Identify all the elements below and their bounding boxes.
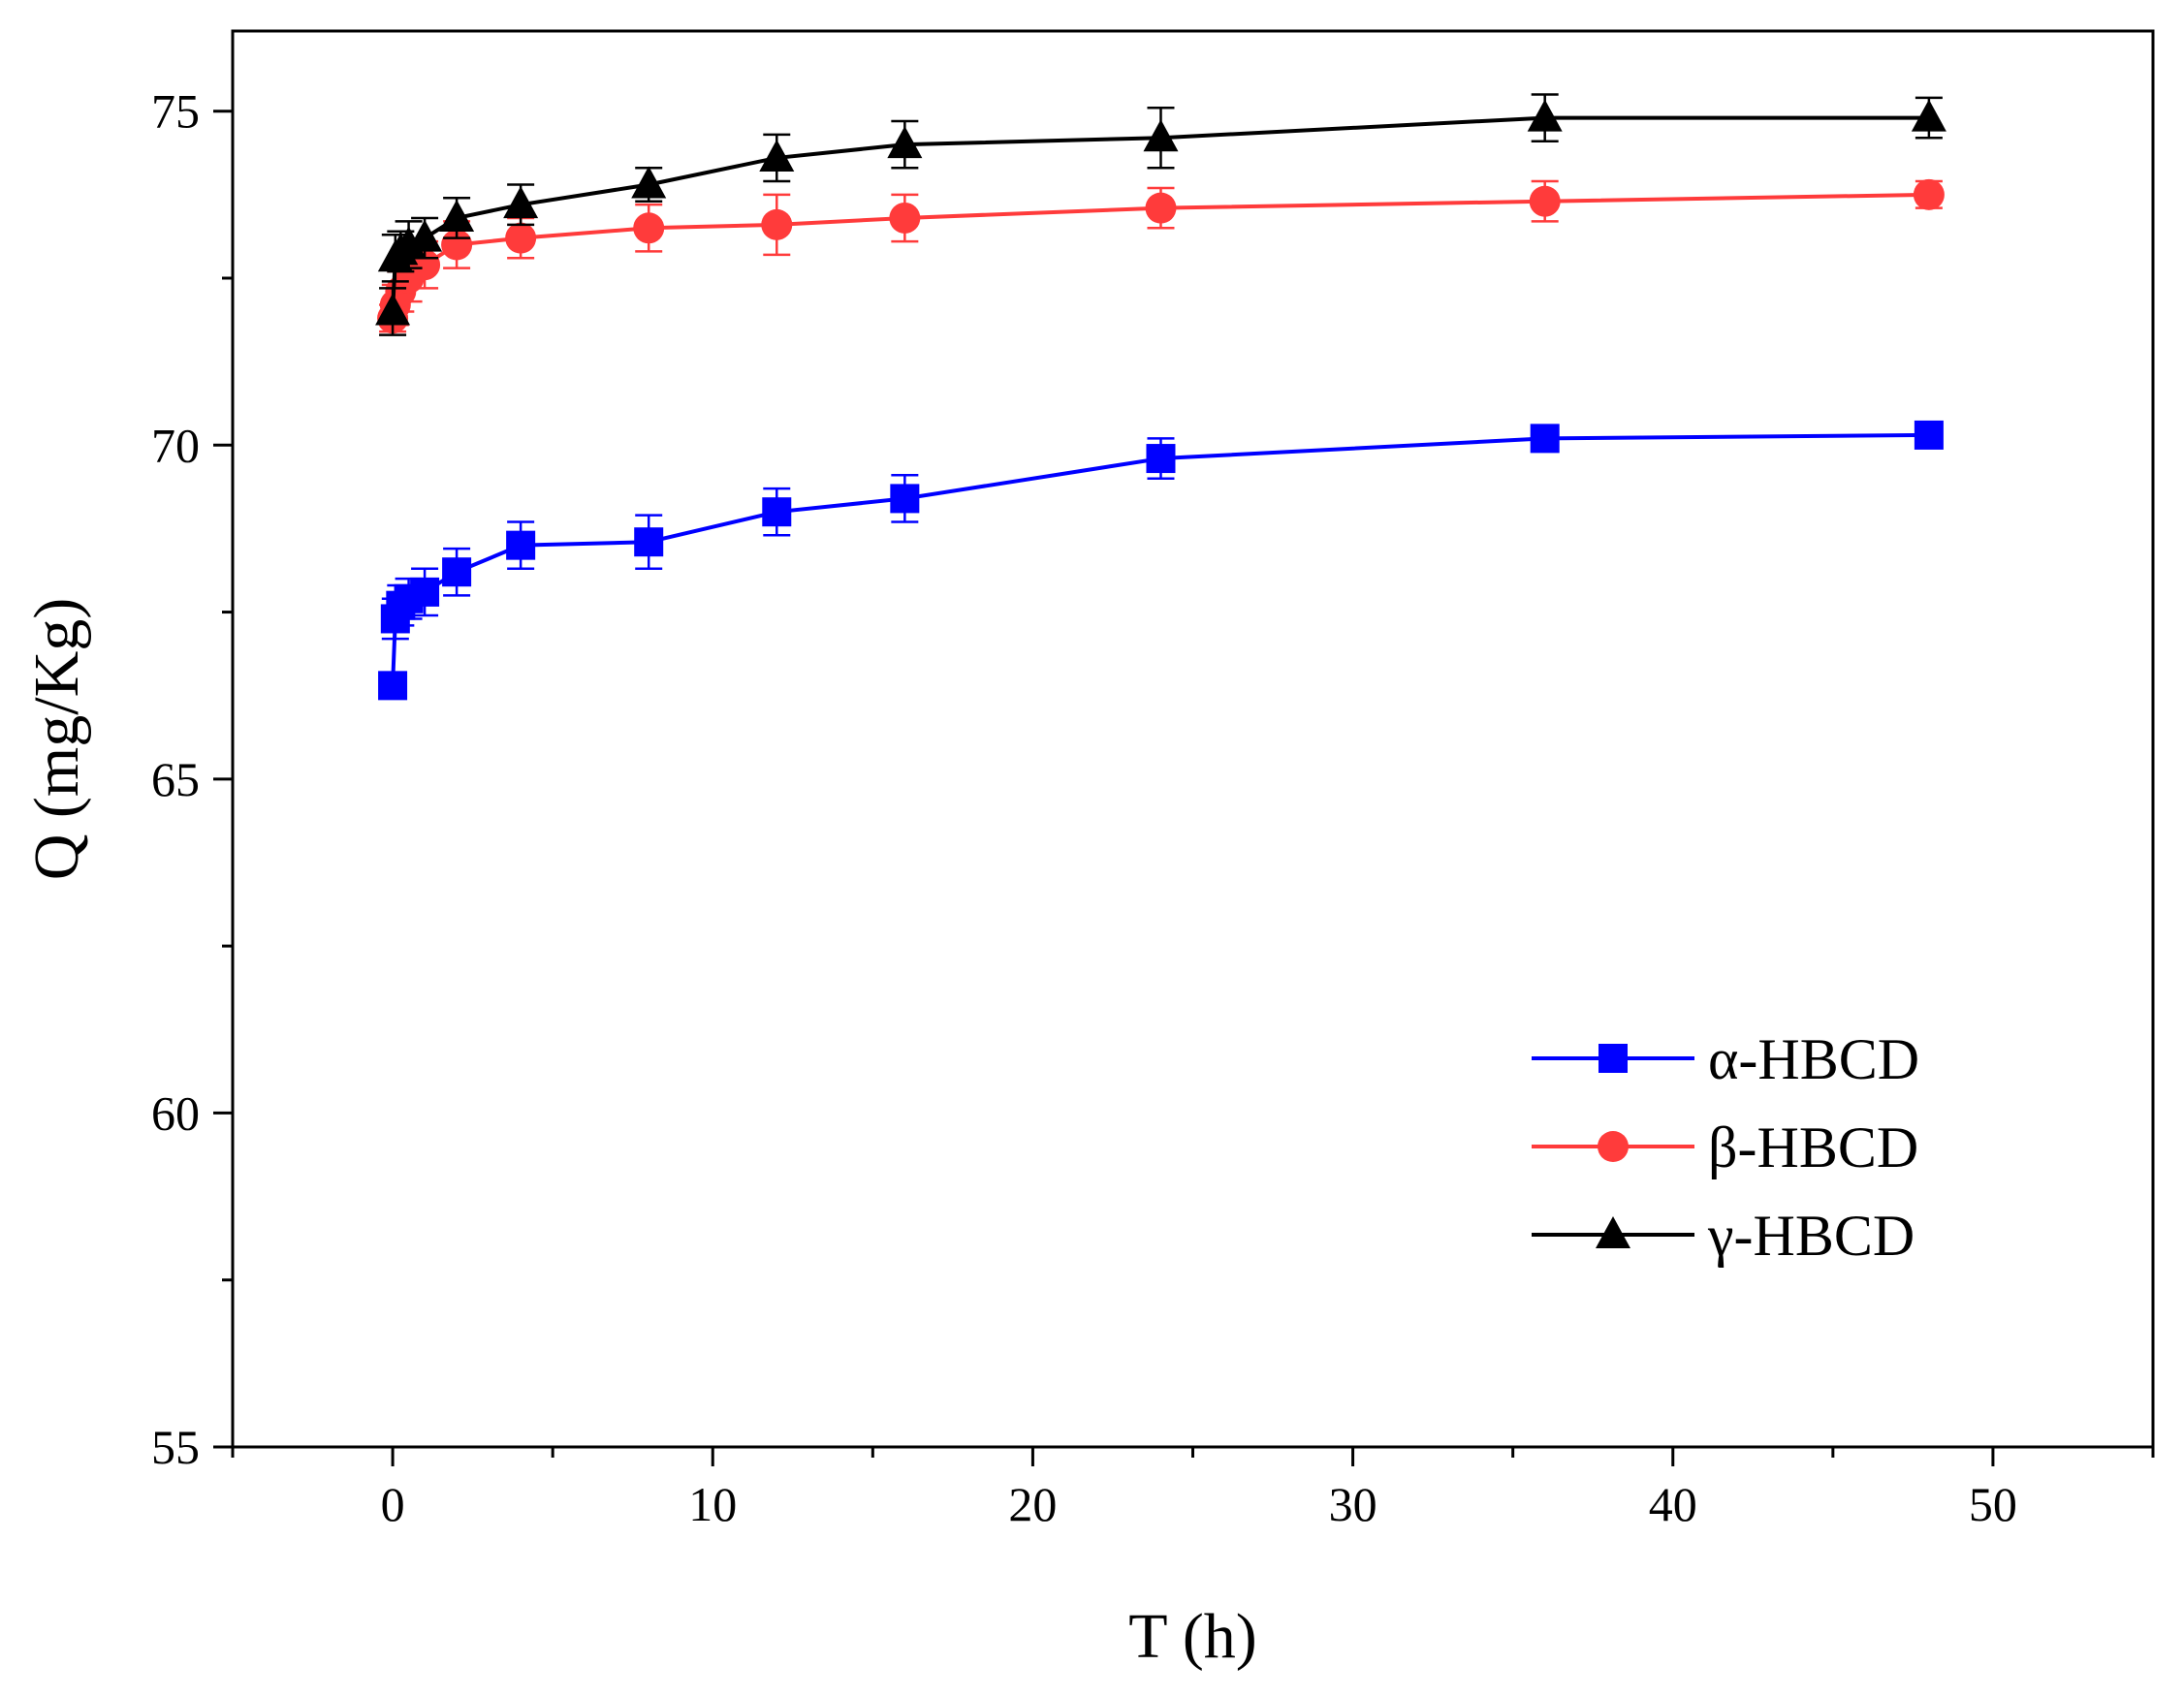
y-tick-label: 70: [151, 418, 200, 472]
data-point: [634, 527, 664, 557]
data-point: [506, 530, 536, 560]
x-tick-label: 20: [1008, 1477, 1057, 1531]
data-point: [503, 186, 539, 219]
y-tick-label: 65: [151, 752, 200, 806]
legend-label: α-HBCD: [1708, 1027, 1919, 1091]
data-point: [442, 557, 472, 587]
x-tick-label: 40: [1649, 1477, 1697, 1531]
legend-entry-2: γ-HBCD: [1532, 1204, 1915, 1268]
axes-layer: T (h) Q (mg/Kg): [21, 29, 2155, 1672]
series-1: [377, 178, 1945, 334]
legend-entry-1: β-HBCD: [1532, 1116, 1918, 1179]
data-point: [633, 212, 665, 244]
data-point: [1914, 420, 1944, 450]
data-point: [759, 139, 795, 172]
legend-entry-0: α-HBCD: [1532, 1027, 1919, 1091]
x-axis-title: T (h): [1128, 1601, 1257, 1672]
data-point: [407, 219, 443, 252]
legend-label: γ-HBCD: [1707, 1204, 1915, 1268]
data-point: [1529, 185, 1561, 217]
data-point: [1913, 178, 1945, 210]
data-point: [889, 202, 921, 234]
series-0: [378, 420, 1944, 701]
x-tick-label: 30: [1329, 1477, 1377, 1531]
data-point: [762, 497, 792, 527]
data-point: [631, 166, 667, 199]
data-point: [1530, 424, 1560, 454]
data-point: [1146, 444, 1176, 474]
y-tick-label: 75: [151, 84, 200, 139]
data-point: [378, 671, 408, 701]
legend-marker: [1596, 1216, 1630, 1248]
data-point: [1143, 119, 1179, 152]
series-layer: [375, 93, 1947, 701]
data-point: [887, 126, 923, 159]
data-point: [410, 577, 440, 607]
data-point: [439, 199, 475, 232]
data-point: [761, 208, 793, 240]
tick-layer: 0 10 20 30 40 50 55 60 65 70 75: [151, 84, 2155, 1531]
y-axis-title: Q (mg/Kg): [21, 598, 92, 880]
x-tick-label: 0: [381, 1477, 405, 1531]
data-point: [375, 293, 411, 326]
y-tick-label: 55: [151, 1420, 200, 1474]
x-tick-label: 10: [688, 1477, 737, 1531]
legend: α-HBCD β-HBCD γ-HBCD: [1532, 1027, 1919, 1268]
data-point: [1911, 99, 1947, 132]
data-point: [505, 222, 537, 254]
data-point: [1527, 99, 1563, 132]
data-point: [1145, 192, 1177, 224]
data-point: [890, 484, 920, 514]
legend-marker: [1598, 1044, 1628, 1073]
series-2: [375, 93, 1947, 336]
y-tick-label: 60: [151, 1085, 200, 1140]
legend-marker: [1598, 1131, 1629, 1162]
x-tick-label: 50: [1969, 1477, 2017, 1531]
legend-label: β-HBCD: [1708, 1116, 1918, 1179]
